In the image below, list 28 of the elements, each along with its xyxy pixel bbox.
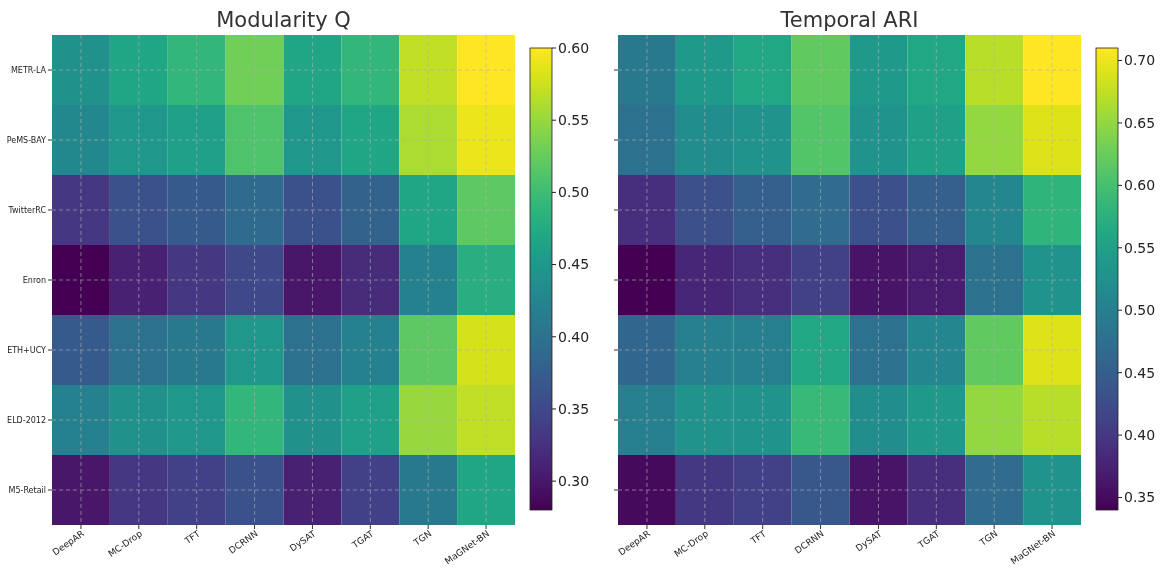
color-bar-label: 0.60 [558,39,590,56]
y-tick-label: ELD-2012 [7,415,46,425]
y-tick-label: PeMS-BAY [6,135,47,145]
color-bar-label: 0.35 [1124,489,1156,506]
chart-title: Modularity Q [216,8,351,32]
x-tick-label: TFT [182,528,203,547]
color-bar-label: 0.50 [558,184,590,201]
chart-title: Temporal ARI [779,8,919,32]
color-bar-label: 0.45 [1124,364,1156,381]
color-bar-label: 0.60 [1124,177,1156,194]
color-bar-label: 0.45 [558,256,590,273]
x-tick-label: TGN [977,528,1000,549]
y-tick-label: METR-LA [10,65,47,75]
color-bar-label: 0.40 [558,328,590,345]
color-bar-label: 0.55 [558,112,590,129]
color-bar-label: 0.35 [558,400,590,417]
x-tick-label: TGN [411,528,434,549]
color-bar-label: 0.55 [1124,239,1156,256]
color-bar-label: 0.50 [1124,302,1156,319]
x-tick-label: TFT [748,528,769,547]
y-tick-label: M5-Retail [8,485,46,495]
color-bar-label: 0.70 [1124,52,1156,69]
color-bar-label: 0.40 [1124,426,1156,443]
y-tick-label: ETH+UCY [7,345,47,355]
color-bar-label: 0.30 [558,473,590,490]
color-bar-label: 0.65 [1124,114,1156,131]
y-tick-label: Enron [22,275,46,285]
y-tick-label: TwitterRC [7,205,47,215]
